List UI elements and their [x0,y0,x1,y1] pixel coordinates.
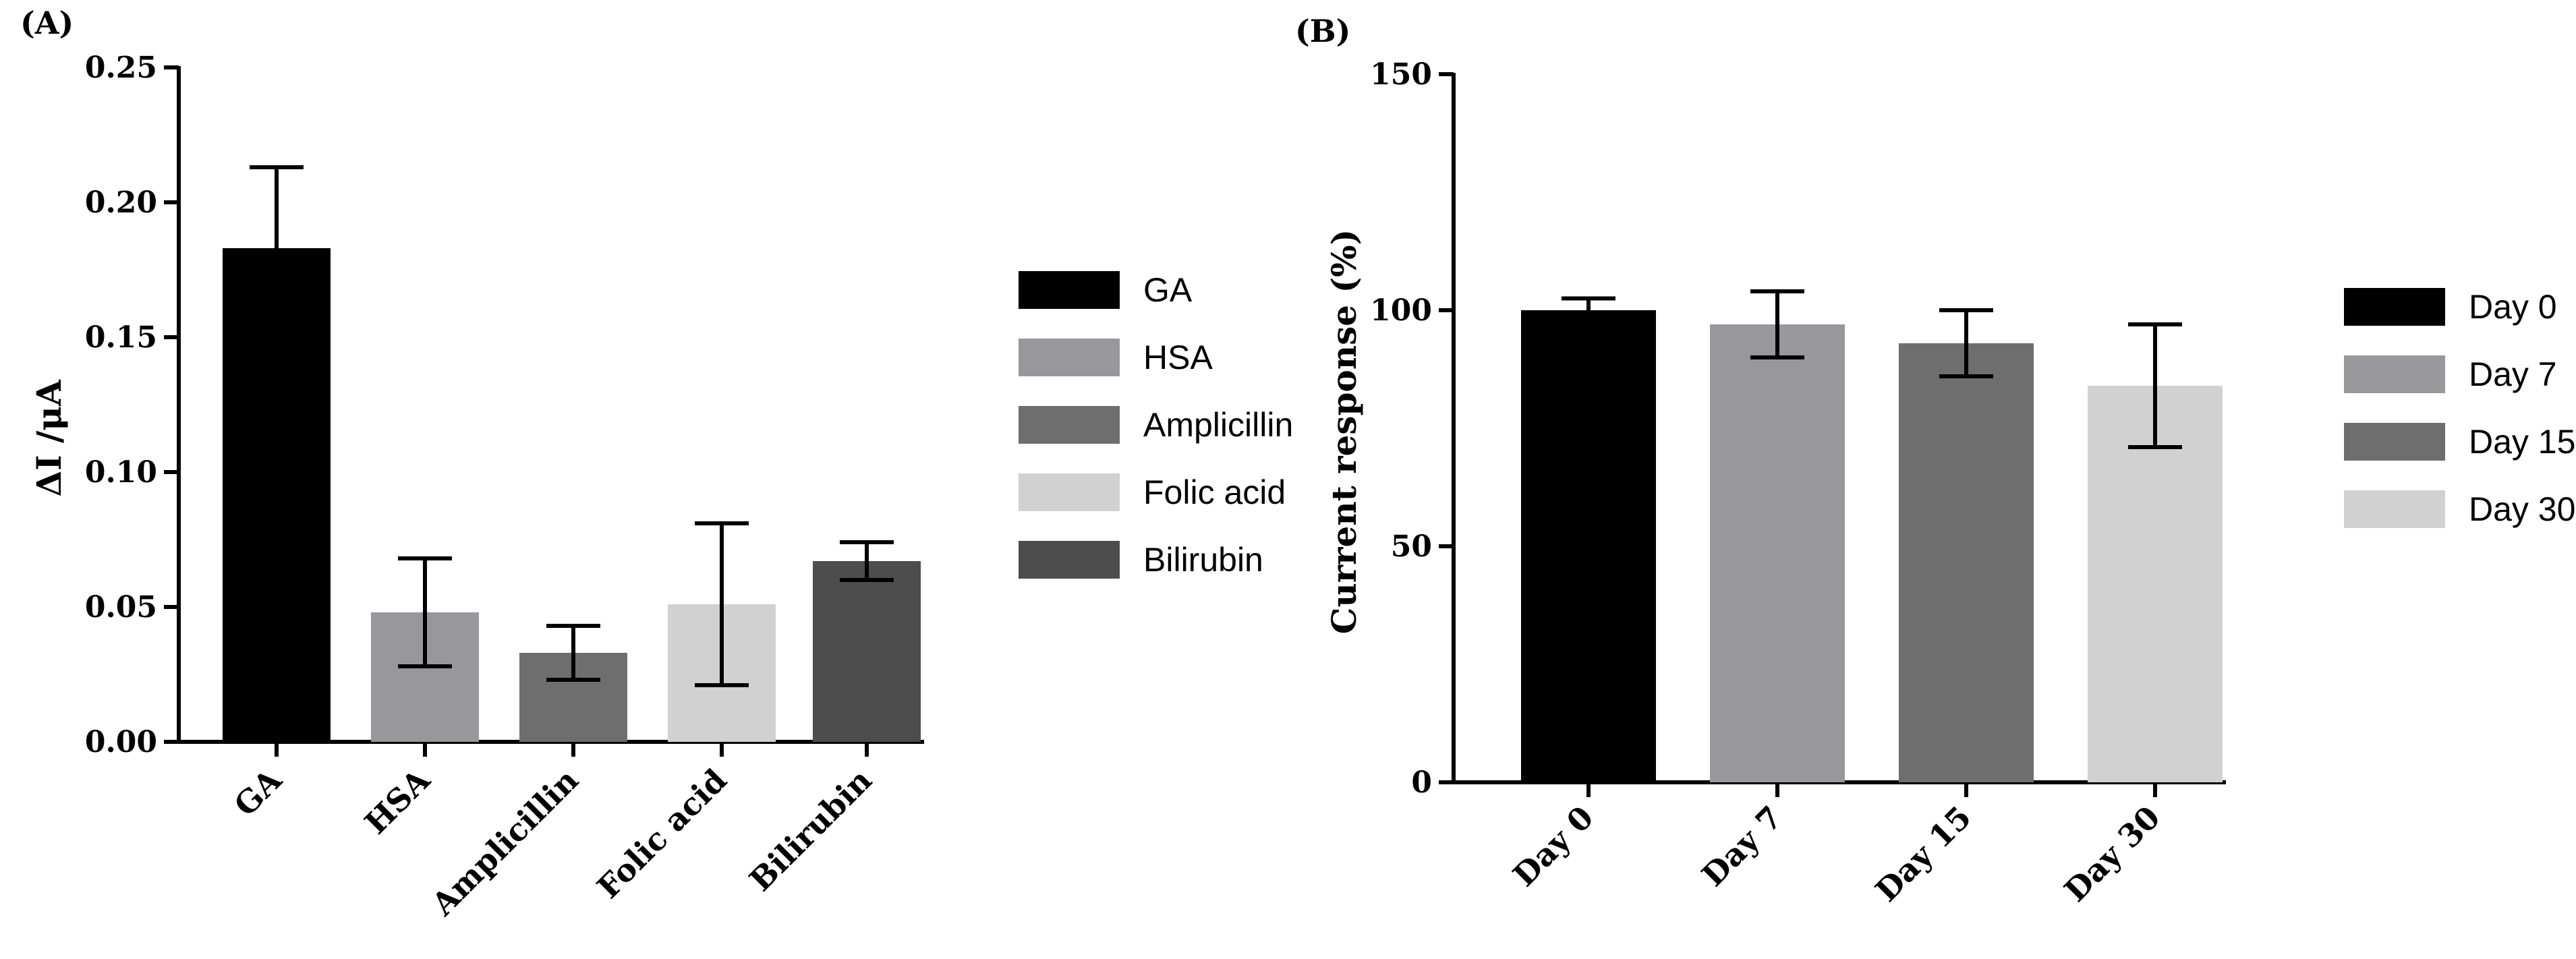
bar-day-15 [1899,343,2034,782]
y-tick-label: 150 [1370,57,1432,92]
bar-day-30 [2088,386,2223,782]
legend-label: Day 15 [2469,423,2575,461]
y-tick-label: 0.10 [85,455,157,490]
legend-label: Day 0 [2469,288,2557,326]
legend: GA HSA Amplicillin Folic acid Bilirubin [1019,271,1293,579]
panel-label: (A) [20,5,74,41]
y-tick-label: 0.20 [85,185,157,220]
legend-label: Day 30 [2469,490,2575,528]
legend-swatch [2344,490,2445,528]
legend-label: Amplicillin [1143,406,1293,444]
x-tick-label: Day 7 [1694,799,1789,894]
legend-label: HSA [1143,339,1213,376]
legend-swatch [1019,406,1120,444]
legend-label: Folic acid [1143,473,1286,511]
bar-day-7 [1710,324,1845,782]
x-tick-label: Amplicillin [424,762,585,923]
x-tick-label: GA [227,761,289,823]
panel-label: (B) [1295,13,1350,49]
error-bar [398,556,452,668]
legend-swatch [1019,541,1120,579]
x-tick-label: Day 0 [1506,799,1600,894]
y-tick-label: 0 [1411,765,1432,800]
error-bar [695,521,749,687]
y-axis-title: ΔI /μA [29,379,69,496]
legend-swatch [1019,339,1120,376]
bar-bilirubin [813,561,921,742]
legend: Day 0 Day 7 Day 15 Day 30 [2344,288,2575,528]
y-axis-title: Current response (%) [1324,229,1364,635]
error-bar [2128,322,2182,449]
error-bar [840,540,894,582]
y-tick-label: 0.25 [85,51,157,85]
legend-label: GA [1143,271,1193,309]
legend-swatch [2344,423,2445,461]
y-tick-label: 100 [1370,293,1432,328]
x-tick-label: Day 15 [1868,799,1978,909]
y-tick-label: 0.15 [85,320,157,355]
x-tick-label: Bilirubin [742,762,878,898]
legend-swatch [1019,271,1120,309]
legend-swatch [2344,355,2445,393]
error-bar [546,624,600,682]
legend-swatch [2344,288,2445,326]
bar-day-0 [1521,310,1656,782]
x-tick-label: Folic acid [590,762,734,906]
error-bar [1750,289,1804,359]
error-bar [250,165,304,331]
legend-label: Bilirubin [1143,541,1263,579]
error-bar [1562,296,1615,324]
legend-swatch [1019,473,1120,511]
y-tick-label: 50 [1391,529,1432,564]
x-tick-label: Day 30 [2057,799,2167,909]
legend-label: Day 7 [2469,355,2557,393]
x-tick-label: HSA [357,761,438,842]
error-bar [1939,308,1993,378]
y-tick-label: 0.00 [85,725,157,759]
y-tick-label: 0.05 [85,590,157,624]
